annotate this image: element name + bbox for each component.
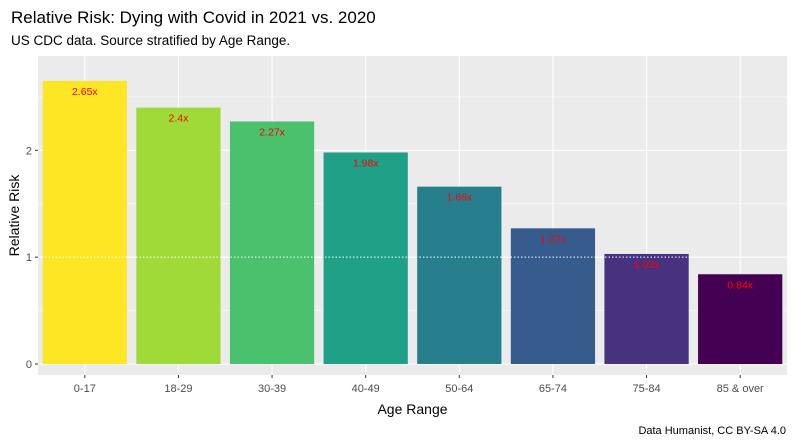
y-axis-ticks: 0 1 2 (26, 145, 38, 371)
bar-75-84 (604, 253, 689, 364)
data-label: 1.27x (540, 233, 566, 245)
x-tick-label: 18-29 (164, 383, 192, 395)
y-tick-label: 2 (26, 145, 32, 157)
data-label: 2.65x (72, 86, 98, 98)
x-tick-label: 30-39 (258, 383, 286, 395)
x-axis-title: Age Range (377, 401, 447, 417)
x-tick-label: 0-17 (74, 383, 96, 395)
x-tick-label: 75-84 (632, 383, 660, 395)
bar-65-74 (510, 228, 596, 364)
y-tick-label: 0 (26, 359, 32, 371)
bar-85 & over (698, 274, 783, 364)
bar-30-39 (229, 121, 315, 364)
y-axis-title: Relative Risk (6, 174, 22, 257)
x-tick-label: 65-74 (539, 383, 567, 395)
bar-50-64 (417, 186, 502, 364)
caption: Data Humanist, CC BY-SA 4.0 (638, 425, 786, 437)
chart-title: Relative Risk: Dying with Covid in 2021 … (11, 8, 376, 27)
bar-18-29 (136, 107, 221, 365)
bar-0-17 (42, 80, 127, 364)
data-labels: 2.65x 2.4x 2.27x 1.98x 1.66x 1.27x 1.03x 0.84x (72, 86, 754, 291)
data-label: 1.03x (634, 259, 660, 271)
x-tick-label: 50-64 (445, 383, 473, 395)
chart-subtitle: US CDC data. Source stratified by Age Ra… (11, 33, 290, 48)
bar-40-49 (323, 152, 408, 364)
data-label: 2.27x (259, 126, 285, 138)
x-tick-label: 85 & over (717, 383, 764, 395)
data-label: 2.4x (169, 113, 190, 125)
x-axis-ticks: 0-17 18-29 30-39 40-49 50-64 65-74 75-84 85 & o… (74, 375, 764, 395)
bars (42, 80, 783, 365)
data-label: 1.98x (353, 157, 379, 169)
data-label: 1.66x (446, 192, 472, 204)
y-tick-label: 1 (26, 252, 32, 264)
x-tick-label: 40-49 (352, 383, 380, 395)
data-label: 0.84x (727, 279, 753, 291)
